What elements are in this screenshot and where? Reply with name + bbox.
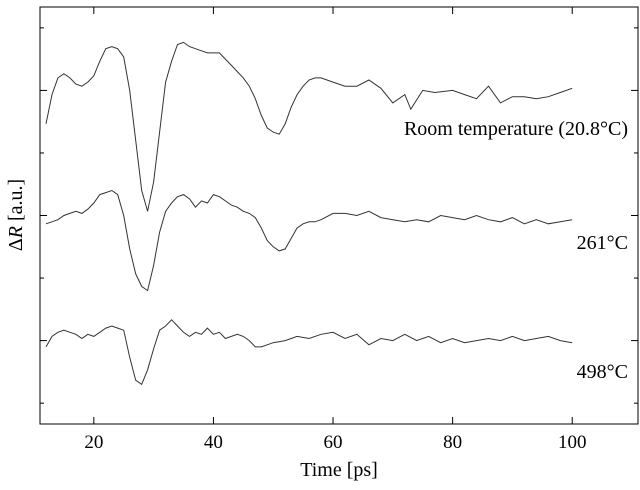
x-tick-label: 100	[558, 432, 587, 453]
axis-ticks: 20 40 60 80 100	[40, 7, 638, 453]
y-axis-label-symbol: Δ	[5, 238, 27, 251]
x-tick-label: 60	[324, 432, 343, 453]
y-axis-label-unit: [a.u.]	[5, 179, 27, 226]
x-tick-label: 20	[84, 432, 103, 453]
series-annotation: 498°C	[577, 361, 628, 383]
x-tick-label: 80	[443, 432, 462, 453]
y-axis-label-var: R	[5, 226, 27, 239]
trace-498c	[45, 319, 573, 386]
trace-261c	[45, 189, 573, 292]
series-annotation: 261°C	[577, 232, 628, 254]
plot-frame	[39, 6, 639, 425]
x-tick-label: 40	[204, 432, 223, 453]
trace-room-temperature	[45, 41, 573, 212]
y-axis-label: ΔR [a.u.]	[5, 179, 27, 251]
annotations: Room temperature (20.8°C) 261°C 498°C	[404, 118, 628, 383]
x-axis-label: Time [ps]	[300, 459, 378, 481]
series-annotation: Room temperature (20.8°C)	[404, 118, 628, 140]
data-series	[45, 41, 573, 386]
